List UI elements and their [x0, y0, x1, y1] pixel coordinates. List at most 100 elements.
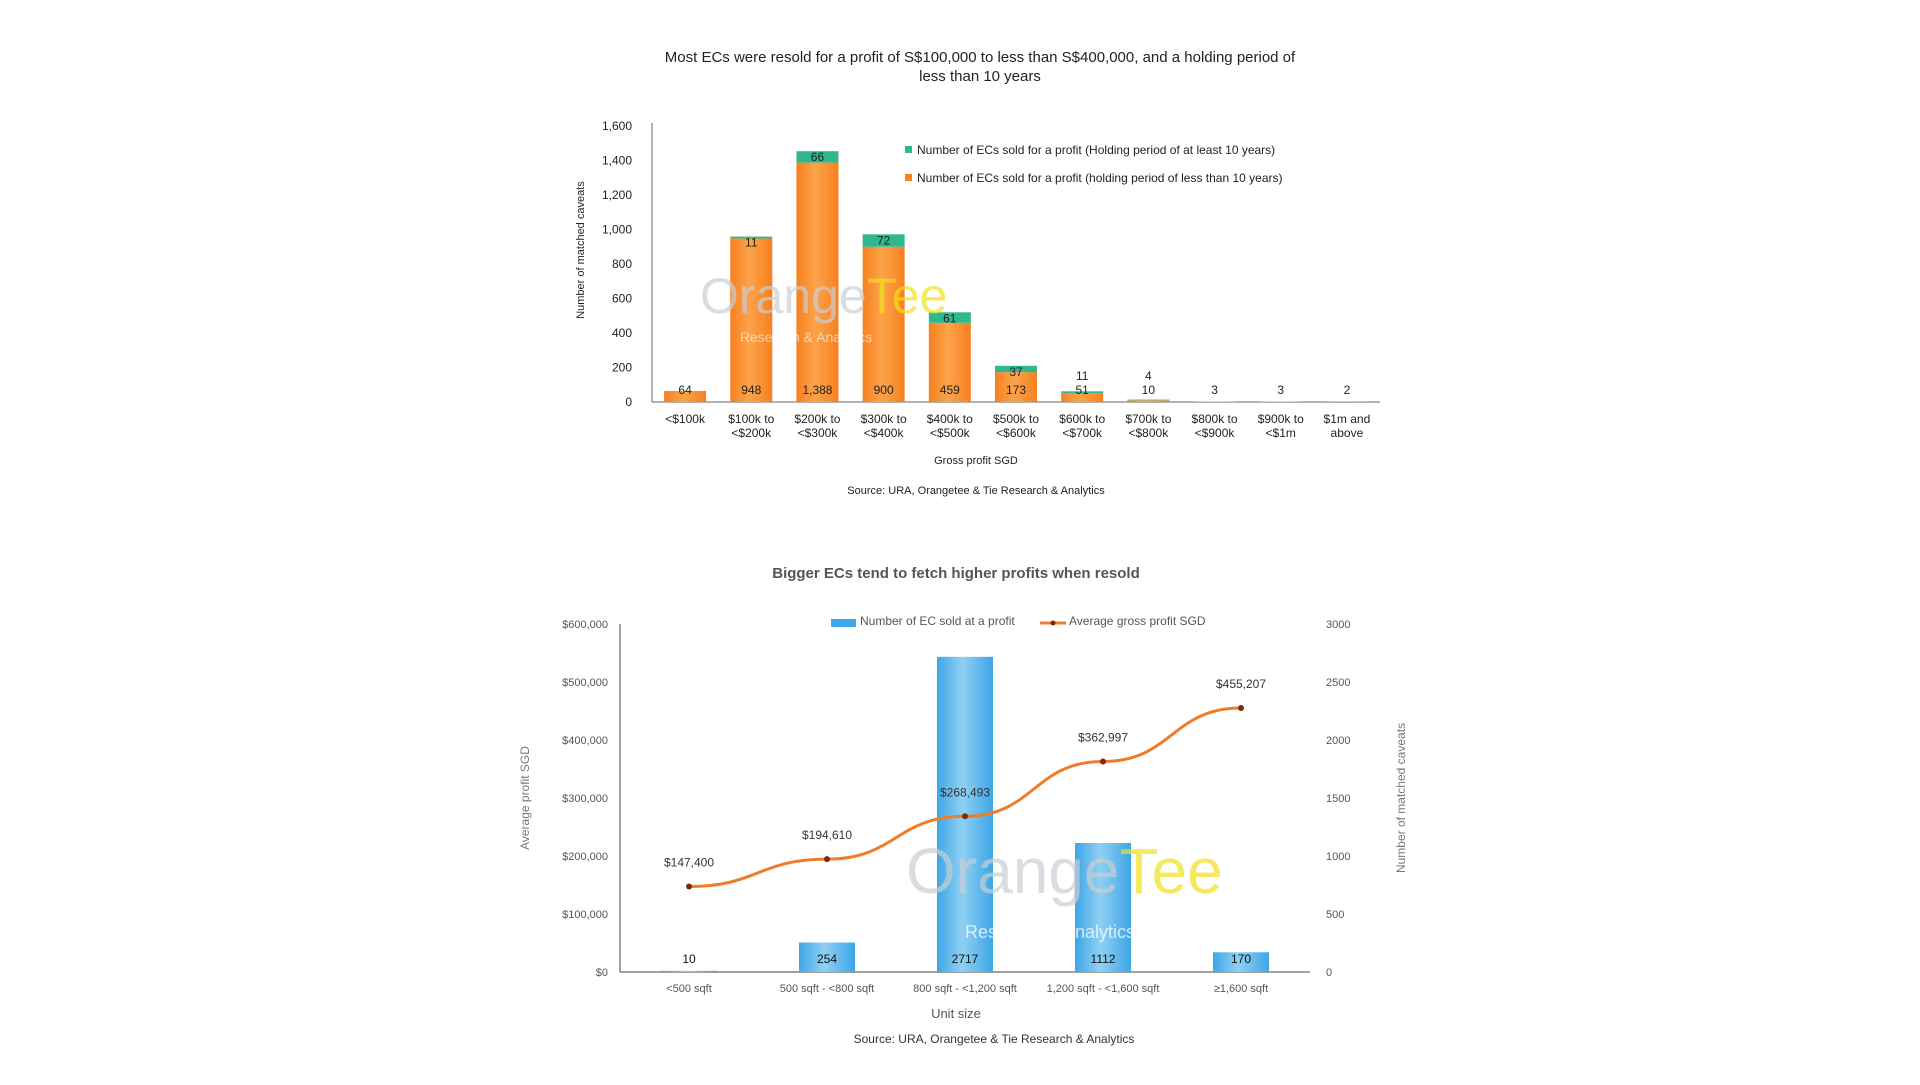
- chart-1-bar-at-least-10y: [1127, 400, 1169, 401]
- chart-1-legend-label: Number of ECs sold for a profit (holding…: [917, 171, 1283, 185]
- chart-2-y-left-tick-label: $400,000: [562, 735, 608, 747]
- chart-2-bar-label: 2717: [952, 952, 979, 966]
- chart-1-data-label: 1,388: [802, 383, 832, 397]
- chart-1-watermark-sub: Research & Analytics: [740, 329, 872, 345]
- chart-1-y-tick-label: 1,000: [602, 223, 632, 237]
- chart-1-data-label: 64: [678, 383, 692, 397]
- chart-1-x-tick-label: $700k to: [1125, 412, 1171, 426]
- chart-1-watermark-logo: OrangeTee: [700, 268, 947, 324]
- chart-1-bar-less-than-10y: [1127, 400, 1169, 402]
- chart-2-line-label: $268,493: [940, 785, 990, 799]
- chart-2-x-tick-label: ≥1,600 sqft: [1214, 983, 1268, 995]
- chart-1-x-tick-label: $200k to: [794, 412, 840, 426]
- chart-1-x-tick-label: $100k to: [728, 412, 774, 426]
- chart-2-y-left-axis-title: Average profit SGD: [518, 746, 532, 850]
- chart-2-line-point: [686, 884, 692, 890]
- chart-1-source: Source: URA, Orangetee & Tie Research & …: [847, 485, 1105, 497]
- chart-1-x-tick-label: $1m and: [1324, 412, 1371, 426]
- chart-1-data-label: 72: [877, 233, 891, 247]
- chart-2-watermark-logo: OrangeTee: [906, 835, 1223, 907]
- chart-1-x-tick-label: <$100k: [665, 412, 706, 426]
- chart-2-y-right-tick-label: 0: [1326, 967, 1332, 979]
- chart-1-data-label: 948: [741, 383, 761, 397]
- chart-1-y-tick-label: 200: [612, 361, 632, 375]
- chart-1-y-tick-label: 800: [612, 257, 632, 271]
- chart-2-bar-label: 1112: [1091, 952, 1116, 966]
- chart-1-x-tick-label: <$400k: [864, 426, 905, 440]
- chart-1-bar-less-than-10y: [1260, 401, 1302, 402]
- chart-1-legend-swatch: [905, 174, 912, 181]
- chart-2-y-left-tick-label: $500,000: [562, 677, 608, 689]
- chart-1-data-label: 37: [1009, 365, 1023, 379]
- chart-1-data-label: 3: [1211, 383, 1218, 397]
- chart-2-y-left-tick-label: $100,000: [562, 909, 608, 921]
- chart-2-y-right-tick-label: 500: [1326, 909, 1344, 921]
- chart-2-line-label: $455,207: [1216, 677, 1266, 691]
- chart-1-x-tick-label: <$500k: [930, 426, 971, 440]
- chart-1-profit-distribution: Most ECs were resold for a profit of S$1…: [575, 49, 1380, 497]
- chart-1-y-tick-label: 0: [625, 395, 632, 409]
- chart-1-x-tick-label: $400k to: [927, 412, 973, 426]
- chart-2-line-point: [1100, 758, 1106, 764]
- chart-1-x-tick-label: <$1m: [1266, 426, 1296, 440]
- chart-2-title: Bigger ECs tend to fetch higher profits …: [772, 565, 1140, 582]
- chart-2-y-left-tick-label: $0: [596, 967, 608, 979]
- chart-2-x-tick-label: 500 sqft - <800 sqft: [780, 983, 874, 995]
- chart-1-x-tick-label: $300k to: [861, 412, 907, 426]
- chart-2-y-right-tick-label: 2500: [1326, 677, 1350, 689]
- chart-1-x-tick-label: $600k to: [1059, 412, 1105, 426]
- chart-2-x-tick-label: 1,200 sqft - <1,600 sqft: [1047, 983, 1160, 995]
- chart-2-y-right-tick-label: 3000: [1326, 619, 1350, 631]
- chart-2-bar-label: 170: [1231, 952, 1251, 966]
- chart-2-y-left-tick-label: $600,000: [562, 619, 608, 631]
- chart-1-data-label: 11: [745, 236, 758, 250]
- chart-2-x-axis-title: Unit size: [931, 1006, 981, 1021]
- chart-1-data-label: 3: [1277, 383, 1284, 397]
- chart-1-x-tick-label: <$300k: [798, 426, 839, 440]
- chart-1-watermark-logo-accent: Tee: [867, 268, 948, 324]
- chart-2-line-label: $194,610: [802, 828, 852, 842]
- chart-1-data-label: 4: [1145, 369, 1152, 383]
- chart-1-y-axis-title: Number of matched caveats: [575, 181, 587, 319]
- chart-2-source: Source: URA, Orangetee & Tie Research & …: [854, 1032, 1135, 1046]
- chart-2-legend-swatch-marker: [1051, 621, 1056, 626]
- chart-1-legend-label: Number of ECs sold for a profit (Holding…: [917, 143, 1275, 157]
- chart-2-x-tick-label: <500 sqft: [666, 983, 712, 995]
- chart-1-y-tick-label: 1,400: [602, 154, 632, 168]
- chart-2-watermark-sub: Research & Analytics: [965, 922, 1135, 942]
- chart-1-x-tick-label: <$900k: [1195, 426, 1236, 440]
- chart-1-data-label: 11: [1076, 369, 1089, 383]
- chart-1-y-tick-label: 400: [612, 326, 632, 340]
- chart-2-y-left-tick-label: $300,000: [562, 793, 608, 805]
- chart-1-legend-swatch: [905, 146, 912, 153]
- chart-2-bar-label: 254: [817, 952, 837, 966]
- chart-2-legend-swatch-bar: [831, 619, 856, 627]
- chart-1-data-label: 173: [1006, 383, 1026, 397]
- chart-2-y-right-axis-title: Number of matched caveats: [1394, 723, 1408, 873]
- chart-1-x-tick-label: above: [1331, 426, 1364, 440]
- chart-1-x-tick-label: $500k to: [993, 412, 1039, 426]
- chart-1-x-tick-label: <$200k: [731, 426, 772, 440]
- chart-1-y-tick-label: 1,200: [602, 188, 632, 202]
- chart-1-x-tick-label: <$700k: [1062, 426, 1103, 440]
- chart-2-line-label: $147,400: [664, 856, 714, 870]
- chart-1-title: Most ECs were resold for a profit of S$1…: [665, 49, 1296, 66]
- chart-2-unit-size: Bigger ECs tend to fetch higher profits …: [518, 565, 1408, 1046]
- chart-1-x-tick-label: <$800k: [1129, 426, 1170, 440]
- chart-2-x-tick-label: 800 sqft - <1,200 sqft: [913, 983, 1017, 995]
- chart-1-title: less than 10 years: [919, 68, 1041, 85]
- chart-2-line-label: $362,997: [1078, 730, 1128, 744]
- chart-2-bar-label: 10: [682, 952, 696, 966]
- chart-2-watermark-logo-accent: Tee: [1119, 835, 1222, 907]
- chart-1-x-tick-label: $800k to: [1192, 412, 1238, 426]
- chart-1-x-tick-label: <$600k: [996, 426, 1037, 440]
- chart-1-y-tick-label: 1,600: [602, 119, 632, 133]
- chart-1-bar-less-than-10y: [1194, 401, 1236, 402]
- chart-2-y-left-tick-label: $200,000: [562, 851, 608, 863]
- chart-1-data-label: 66: [811, 150, 825, 164]
- chart-2-line-point: [962, 813, 968, 819]
- chart-1-data-label: 10: [1142, 383, 1156, 397]
- chart-2-line-point: [1238, 705, 1244, 711]
